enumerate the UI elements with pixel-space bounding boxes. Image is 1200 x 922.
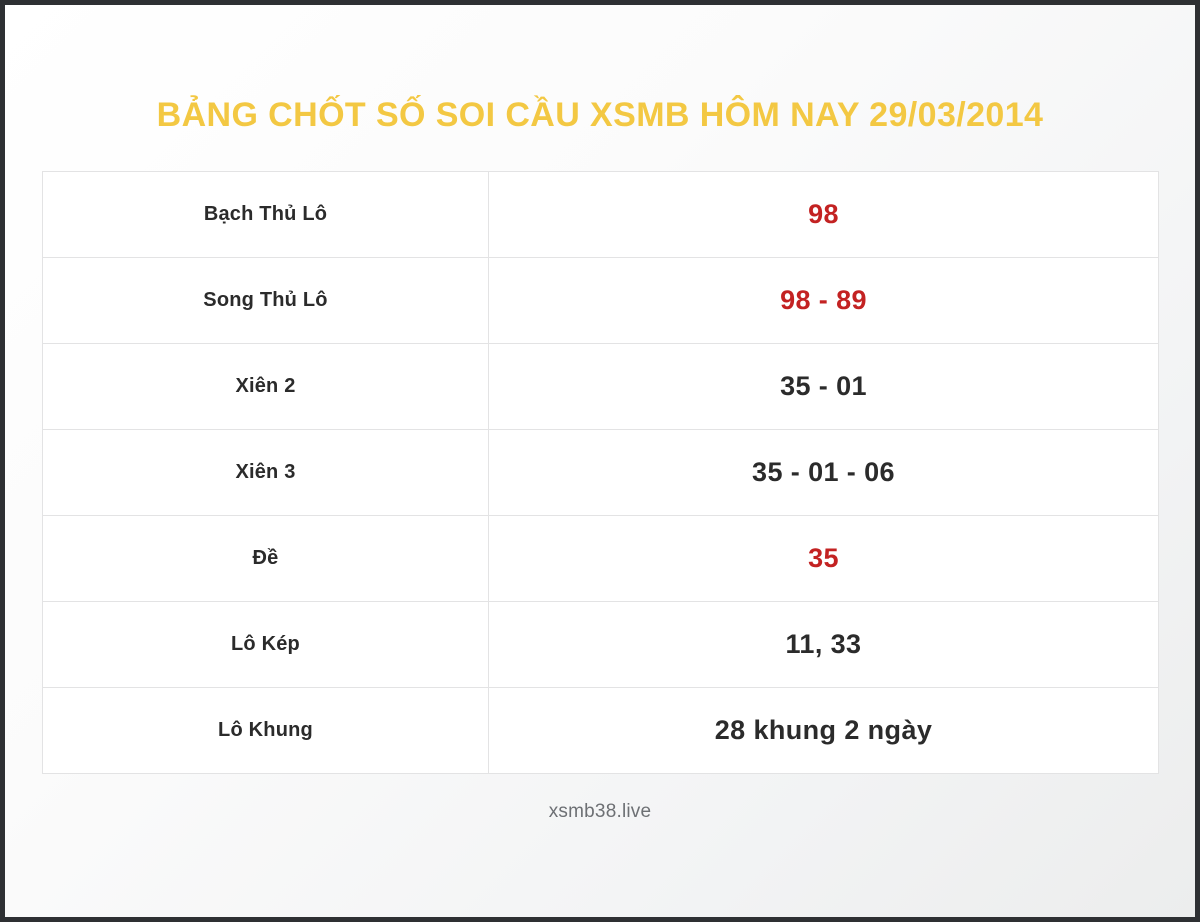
table-row: Song Thủ Lô 98 - 89 bbox=[42, 257, 1159, 344]
table-row: Lô Khung 28 khung 2 ngày bbox=[42, 687, 1159, 774]
row-value: 35 bbox=[808, 543, 839, 573]
row-value: 28 khung 2 ngày bbox=[714, 715, 933, 745]
row-value-cell: 35 - 01 bbox=[488, 343, 1159, 430]
row-value: 35 - 01 bbox=[780, 371, 867, 401]
page-title: BẢNG CHỐT SỐ SOI CẦU XSMB HÔM NAY 29/03/… bbox=[156, 96, 1044, 134]
row-label: Song Thủ Lô bbox=[203, 289, 328, 311]
table-row: Lô Kép 11, 33 bbox=[42, 601, 1159, 688]
row-value-cell: 11, 33 bbox=[488, 601, 1159, 688]
prediction-table: Bạch Thủ Lô 98 Song Thủ Lô 98 - 89 Xiên 2 35 … bbox=[42, 171, 1159, 774]
row-label-cell: Lô Kép bbox=[42, 601, 489, 688]
row-value: 98 bbox=[808, 199, 839, 229]
table-row: Bạch Thủ Lô 98 bbox=[42, 171, 1159, 258]
row-label: Lô Khung bbox=[218, 719, 313, 741]
row-label-cell: Đề bbox=[42, 515, 489, 602]
row-label-cell: Lô Khung bbox=[42, 687, 489, 774]
row-value-cell: 35 - 01 - 06 bbox=[488, 429, 1159, 516]
table-row: Xiên 2 35 - 01 bbox=[42, 343, 1159, 430]
row-label: Lô Kép bbox=[231, 633, 300, 655]
row-value-cell: 35 bbox=[488, 515, 1159, 602]
row-value: 35 - 01 - 06 bbox=[752, 457, 895, 487]
prediction-table-container: Bạch Thủ Lô 98 Song Thủ Lô 98 - 89 Xiên 2 35 … bbox=[42, 171, 1159, 774]
row-value-cell: 98 - 89 bbox=[488, 257, 1159, 344]
row-label: Đề bbox=[252, 547, 279, 569]
table-row: Xiên 3 35 - 01 - 06 bbox=[42, 429, 1159, 516]
row-value: 98 - 89 bbox=[780, 285, 867, 315]
table-row: Đề 35 bbox=[42, 515, 1159, 602]
row-label-cell: Xiên 2 bbox=[42, 343, 489, 430]
row-label: Bạch Thủ Lô bbox=[203, 203, 328, 225]
row-label-cell: Song Thủ Lô bbox=[42, 257, 489, 344]
row-label: Xiên 3 bbox=[235, 461, 296, 483]
row-value-cell: 98 bbox=[488, 171, 1159, 258]
row-label-cell: Bạch Thủ Lô bbox=[42, 171, 489, 258]
prediction-table-body: Bạch Thủ Lô 98 Song Thủ Lô 98 - 89 Xiên 2 35 … bbox=[42, 171, 1159, 774]
row-label-cell: Xiên 3 bbox=[42, 429, 489, 516]
row-value-cell: 28 khung 2 ngày bbox=[488, 687, 1159, 774]
row-value: 11, 33 bbox=[785, 629, 862, 659]
row-label: Xiên 2 bbox=[235, 375, 296, 397]
site-watermark: xsmb38.live bbox=[548, 801, 652, 822]
